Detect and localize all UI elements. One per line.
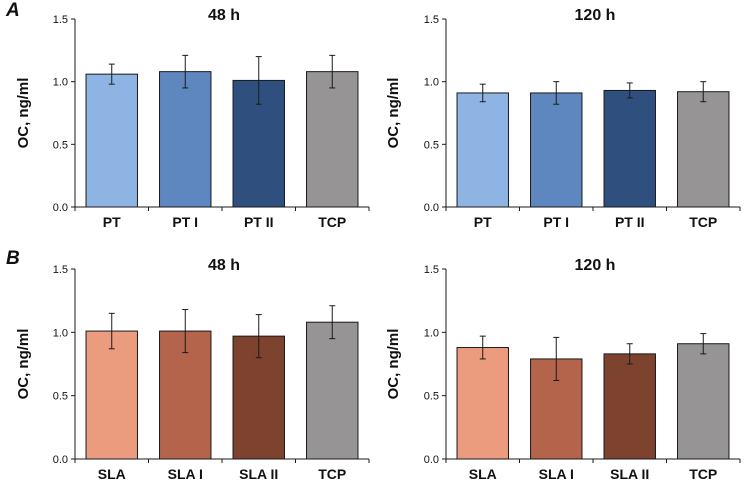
x-tick-label: SLA [469, 466, 497, 482]
panel-label-a: A [6, 0, 20, 21]
x-tick-label: TCP [689, 466, 717, 482]
y-tick-label: 0.5 [424, 391, 439, 403]
y-tick-label: 0.0 [424, 202, 439, 214]
bar-pt-i [530, 92, 583, 208]
chart-title: 120 h [575, 257, 616, 274]
x-tick-label: SLA [98, 466, 126, 482]
bar-sla-ii [603, 353, 656, 460]
y-axis-label: OC, ng/ml [385, 329, 402, 400]
panel-label-b: B [6, 248, 20, 269]
y-tick-label: 1.5 [53, 264, 68, 276]
bar-pt-ii [603, 89, 656, 208]
y-tick-label: 1.5 [424, 14, 439, 26]
bar-tcp [677, 343, 730, 460]
y-tick-label: 1.0 [424, 77, 439, 89]
y-tick-label: 0.5 [424, 139, 439, 151]
y-tick-label: 1.0 [424, 327, 439, 339]
bar-pt-i [159, 71, 212, 208]
y-tick-label: 0.0 [424, 454, 439, 466]
bar-pt [456, 92, 509, 208]
x-tick-label: PT [103, 214, 121, 230]
bar-tcp [306, 71, 359, 208]
x-tick-label: TCP [318, 214, 346, 230]
x-tick-label: TCP [689, 214, 717, 230]
bar-pt [85, 73, 138, 208]
bar-tcp [677, 91, 730, 208]
y-axis-label: OC, ng/ml [385, 78, 402, 149]
x-tick-label: PT I [543, 214, 569, 230]
y-tick-label: 0.0 [53, 202, 68, 214]
y-tick-label: 0.5 [53, 391, 68, 403]
y-axis-label: OC, ng/ml [15, 329, 32, 400]
x-tick-label: SLA II [610, 466, 649, 482]
y-tick-label: 0.0 [53, 454, 68, 466]
x-tick-label: SLA II [239, 466, 278, 482]
chart-B-48h: SLA SLA I SLA II TCP 0.0 0.5 1.0 1.5 OC, ng/ml 48… [15, 257, 370, 482]
chart-title: 120 h [575, 7, 616, 24]
x-tick-label: SLA I [168, 466, 203, 482]
y-tick-label: 1.0 [53, 77, 68, 89]
y-tick-label: 1.5 [53, 14, 68, 26]
y-tick-label: 0.5 [53, 139, 68, 151]
x-tick-label: PT II [615, 214, 645, 230]
chart-A-48h: PT PT I PT II TCP 0.0 0.5 1.0 1.5 OC, ng/ml 48 h [15, 7, 370, 230]
chart-title: 48 h [208, 7, 240, 24]
x-tick-label: PT I [172, 214, 198, 230]
bar-sla [456, 347, 509, 460]
y-axis-label: OC, ng/ml [15, 78, 32, 149]
x-tick-label: TCP [318, 466, 346, 482]
chart-A-120h: PT PT I PT II TCP 0.0 0.5 1.0 1.5 OC, ng/ml 120 h [385, 7, 741, 230]
x-tick-label: PT II [244, 214, 274, 230]
chart-title: 48 h [208, 257, 240, 274]
x-tick-label: SLA I [539, 466, 574, 482]
x-tick-label: PT [474, 214, 492, 230]
bar-sla [85, 330, 138, 460]
y-tick-label: 1.0 [53, 327, 68, 339]
bar-tcp [306, 321, 359, 460]
chart-B-120h: SLA SLA I SLA II TCP 0.0 0.5 1.0 1.5 OC, ng/ml 12… [385, 257, 741, 482]
y-tick-label: 1.5 [424, 264, 439, 276]
